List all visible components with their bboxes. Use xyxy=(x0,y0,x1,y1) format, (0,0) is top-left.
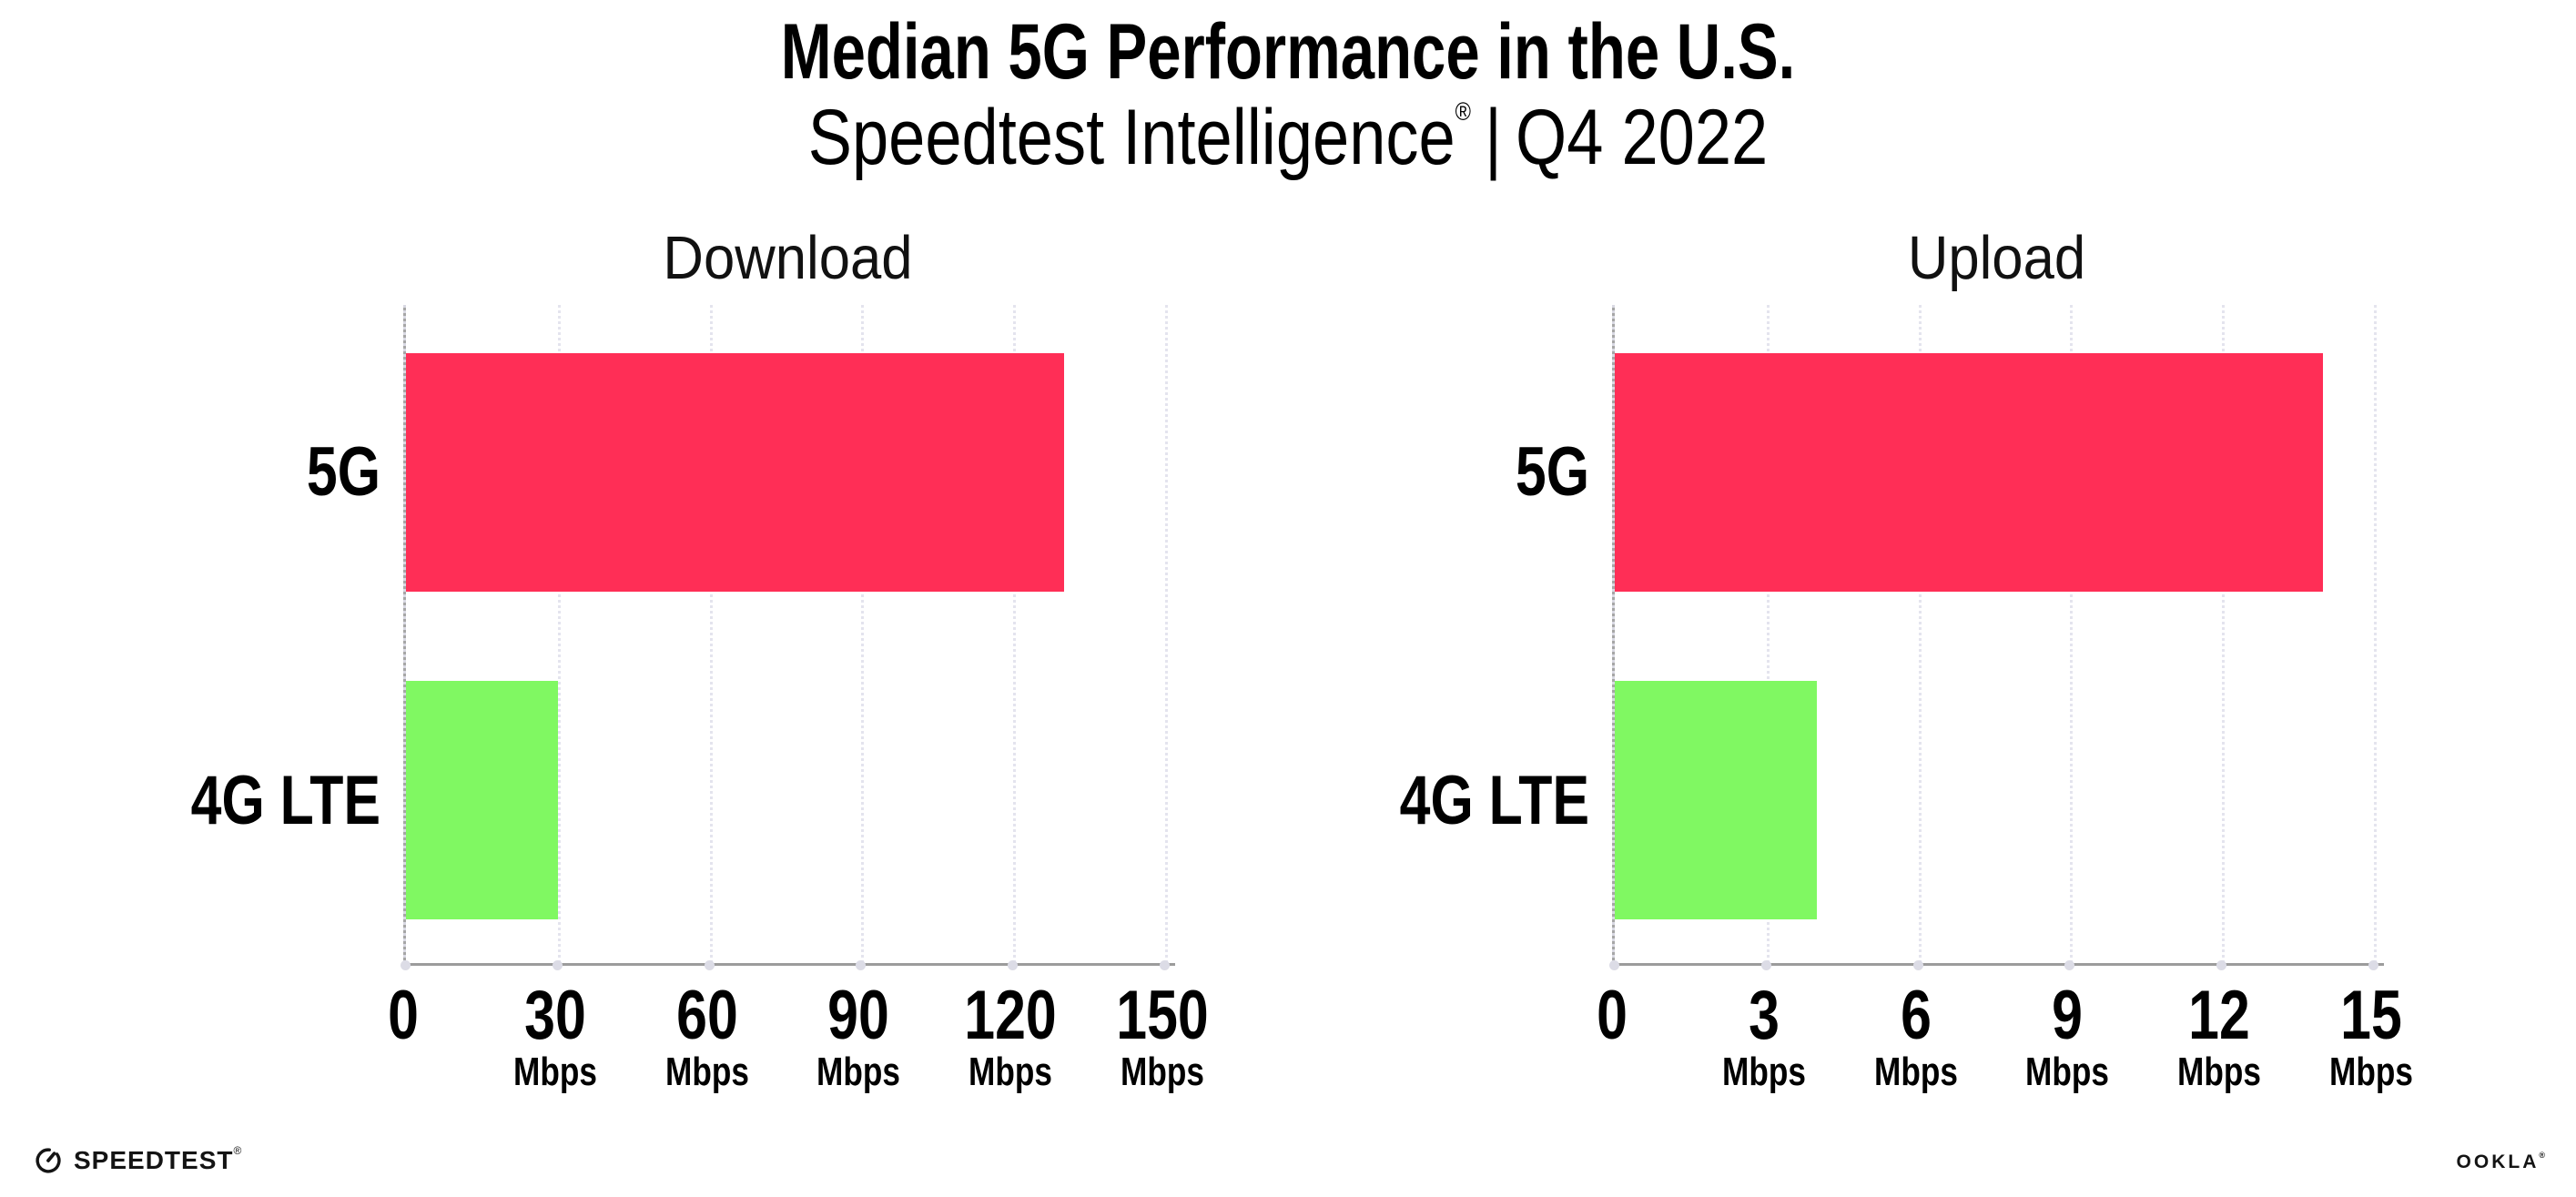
x-tick-6: 6 Mbps xyxy=(1863,977,1968,1095)
x-tick-30: 30 Mbps xyxy=(502,977,607,1095)
axis-tick-dot-60 xyxy=(704,960,715,970)
x-tick-unit: Mbps xyxy=(2025,1050,2110,1095)
x-tick-150: 150 Mbps xyxy=(1104,977,1220,1095)
axis-tick-dot-90 xyxy=(856,960,867,970)
axis-tick-dot-12 xyxy=(2216,960,2227,970)
gridline-15 xyxy=(2373,305,2377,963)
axis-tick-dot-30 xyxy=(552,960,563,970)
subtitle-period: Q4 2022 xyxy=(1516,94,1769,181)
gridline-9 xyxy=(2070,305,2074,963)
x-tick-value: 60 xyxy=(675,977,738,1054)
x-tick-0: 0 xyxy=(384,977,422,1054)
gridline-150 xyxy=(1164,305,1168,963)
page-subtitle: Speedtest Intelligence® | Q4 2022 xyxy=(206,98,2369,177)
download-bar-5g xyxy=(406,352,1064,593)
x-tick-9: 9 Mbps xyxy=(2015,977,2120,1095)
axis-tick-dot-150 xyxy=(1159,960,1170,970)
gridline-6 xyxy=(1918,305,1922,963)
x-tick-value: 90 xyxy=(827,977,890,1054)
x-tick-unit: Mbps xyxy=(2177,1050,2262,1095)
x-tick-3: 3 Mbps xyxy=(1711,977,1816,1095)
axis-tick-dot-6 xyxy=(1912,960,1923,970)
gridline-12 xyxy=(2222,305,2226,963)
subtitle-brand: Speedtest Intelligence xyxy=(807,94,1455,181)
x-tick-unit: Mbps xyxy=(816,1050,901,1095)
x-tick-value: 0 xyxy=(388,977,419,1054)
axis-tick-dot-9 xyxy=(2064,960,2075,970)
x-tick-value: 0 xyxy=(1597,977,1628,1054)
gridline-30 xyxy=(557,305,561,963)
x-tick-unit: Mbps xyxy=(512,1050,597,1095)
download-chart-title: Download xyxy=(663,224,913,292)
speedtest-registered-icon: ® xyxy=(233,1144,242,1157)
x-tick-unit: Mbps xyxy=(969,1050,1053,1095)
speedtest-gauge-icon xyxy=(35,1148,61,1173)
x-tick-value: 120 xyxy=(964,977,1057,1054)
x-tick-value: 15 xyxy=(2340,977,2402,1054)
x-tick-value: 3 xyxy=(1748,977,1780,1054)
x-tick-unit: Mbps xyxy=(2328,1050,2413,1095)
axis-tick-dot-15 xyxy=(2368,960,2378,970)
x-tick-value: 6 xyxy=(1900,977,1932,1054)
download-bar-4g-lte xyxy=(406,680,558,920)
x-tick-unit: Mbps xyxy=(1721,1050,1806,1095)
upload-plot-area xyxy=(1609,305,2384,970)
ookla-logo: OOKLA® xyxy=(2457,1151,2545,1173)
upload-category-label-4g-lte: 4G LTE xyxy=(1399,762,1589,839)
download-category-label-4g-lte: 4G LTE xyxy=(190,762,380,839)
x-tick-90: 90 Mbps xyxy=(806,977,911,1095)
x-tick-value: 30 xyxy=(523,977,586,1054)
y-axis-tick-dots xyxy=(403,305,406,963)
x-tick-value: 150 xyxy=(1116,977,1209,1054)
speedtest-logo: SPEEDTEST ® xyxy=(35,1144,242,1175)
upload-chart: Upload 5G 4G LTE 0 3 Mbps 6 Mbps 9 Mbps 12 Mbps 1… xyxy=(1209,0,2497,1197)
x-tick-unit: Mbps xyxy=(1120,1050,1204,1095)
upload-category-label-5g: 5G xyxy=(1515,433,1589,511)
speedtest-wordmark: SPEEDTEST xyxy=(74,1146,234,1174)
x-tick-value: 9 xyxy=(2052,977,2084,1054)
x-tick-120: 120 Mbps xyxy=(953,977,1069,1095)
download-plot-area xyxy=(401,305,1175,970)
registered-trademark-icon: ® xyxy=(1455,97,1472,126)
x-tick-12: 12 Mbps xyxy=(2167,977,2272,1095)
x-tick-0: 0 xyxy=(1593,977,1631,1054)
x-tick-unit: Mbps xyxy=(1873,1050,1958,1095)
y-axis-tick-dots xyxy=(1612,305,1615,963)
download-x-axis: 0 30 Mbps 60 Mbps 90 Mbps 120 Mbps 150 Mbps xyxy=(388,977,1209,1138)
axis-tick-dot-0 xyxy=(1609,960,1619,970)
download-chart: Download 5G 4G LTE 0 30 Mbps 60 Mbps 90 Mbps 12… xyxy=(190,224,1209,1138)
upload-bar-5g xyxy=(1615,352,2324,593)
axis-tick-dot-120 xyxy=(1008,960,1019,970)
x-tick-value: 12 xyxy=(2188,977,2250,1054)
gridline-120 xyxy=(1013,305,1017,963)
ookla-registered-icon: ® xyxy=(2539,1151,2545,1160)
page-title: Median 5G Performance in the U.S. xyxy=(780,8,1796,96)
x-tick-unit: Mbps xyxy=(664,1050,749,1095)
axis-tick-dot-0 xyxy=(401,960,411,970)
gridline-60 xyxy=(709,305,713,963)
upload-chart-title: Upload xyxy=(1907,224,2086,292)
upload-bar-4g-lte xyxy=(1615,680,1818,920)
upload-x-axis: 0 3 Mbps 6 Mbps 9 Mbps 12 Mbps 15 Mbps xyxy=(1597,977,2413,1138)
x-tick-15: 15 Mbps xyxy=(2318,977,2423,1095)
subtitle-separator: | xyxy=(1485,94,1502,181)
gridline-3 xyxy=(1766,305,1770,963)
axis-tick-dot-3 xyxy=(1760,960,1771,970)
download-category-label-5g: 5G xyxy=(306,433,380,511)
gridline-90 xyxy=(861,305,865,963)
x-tick-60: 60 Mbps xyxy=(654,977,759,1095)
ookla-wordmark: OOKLA xyxy=(2456,1151,2540,1172)
